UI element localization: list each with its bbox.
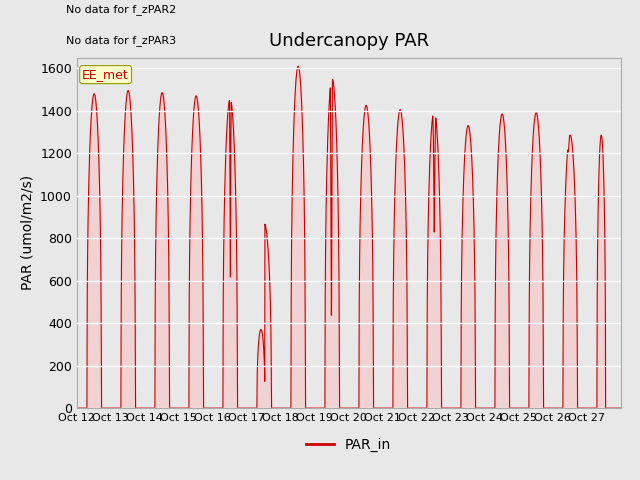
Title: Undercanopy PAR: Undercanopy PAR	[269, 33, 429, 50]
Text: No data for f_zPAR3: No data for f_zPAR3	[66, 36, 176, 47]
Text: No data for f_zPAR2: No data for f_zPAR2	[66, 4, 176, 15]
Y-axis label: PAR (umol/m2/s): PAR (umol/m2/s)	[20, 175, 35, 290]
Legend: PAR_in: PAR_in	[301, 432, 397, 457]
Text: EE_met: EE_met	[82, 68, 129, 81]
